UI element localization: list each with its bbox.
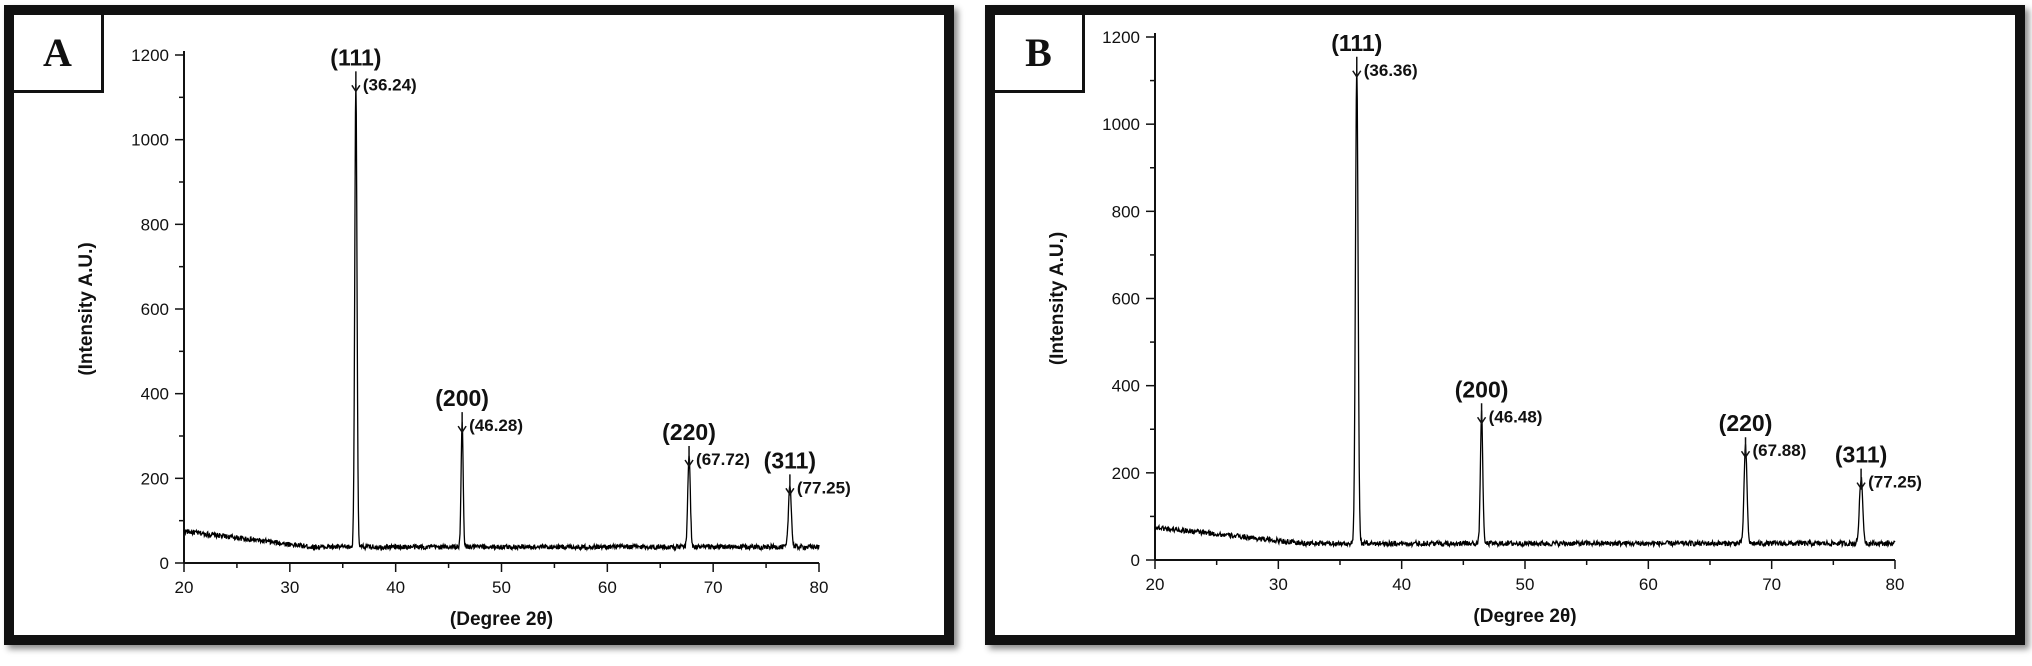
x-tick-label-b: 50 <box>1516 575 1535 594</box>
xrd-panel-a: A 20 30 40 50 60 70 80 0 200 400 600 800 1000 1200 (De… <box>4 5 954 645</box>
y-tick-label-a: 0 <box>160 554 169 573</box>
y-tick-label-b: 1000 <box>1102 115 1140 134</box>
x-tick-label-a: 20 <box>175 578 194 597</box>
peak-hkl-label-b: (200) <box>1455 376 1509 402</box>
y-tick-label-a: 200 <box>141 469 169 488</box>
peak-hkl-label-a: (111) <box>330 44 381 70</box>
peak-hkl-label-a: (220) <box>662 419 716 445</box>
peak-hkl-label-b: (311) <box>1835 442 1887 468</box>
x-tick-label-b: 60 <box>1639 575 1658 594</box>
peak-position-label-b: (67.88) <box>1753 441 1807 460</box>
x-axis-title-b: (Degree 2θ) <box>1473 606 1576 627</box>
xrd-chart-a: 20 30 40 50 60 70 80020040060080010001200(Degr… <box>76 44 851 630</box>
peak-position-label-a: (77.25) <box>797 478 851 497</box>
y-tick-label-a: 400 <box>141 385 169 404</box>
peak-arrowhead-b <box>1476 416 1487 425</box>
peak-arrowhead-b <box>1352 70 1362 79</box>
x-tick-label-b: 80 <box>1886 575 1905 594</box>
xrd-trace-b <box>1154 64 1896 549</box>
peak-hkl-label-b: (111) <box>1331 30 1382 56</box>
x-tick-label-b: 30 <box>1269 575 1288 594</box>
peak-arrowhead-a <box>785 487 795 496</box>
peak-position-label-a: (36.24) <box>363 75 417 94</box>
peak-position-label-a: (67.72) <box>696 450 750 469</box>
xrd-trace-a <box>183 83 820 552</box>
y-tick-label-b: 800 <box>1112 202 1140 221</box>
peak-position-label-a: (46.28) <box>469 416 523 435</box>
peak-hkl-label-a: (311) <box>764 447 816 473</box>
peak-arrowhead-a <box>684 459 694 468</box>
peak-hkl-label-a: (200) <box>435 385 489 411</box>
peak-arrowhead-b <box>1856 482 1866 490</box>
y-tick-label-b: 200 <box>1112 464 1140 483</box>
x-tick-label-a: 50 <box>492 578 511 597</box>
y-tick-label-b: 400 <box>1112 377 1140 396</box>
x-tick-label-a: 30 <box>280 578 299 597</box>
x-tick-label-a: 70 <box>704 578 723 597</box>
x-axis-title-a: (Degree 2θ) <box>450 609 553 630</box>
panel-letter-a: A <box>14 15 104 93</box>
x-tick-label-a: 60 <box>598 578 617 597</box>
y-axis-title-b: (Intensity A.U.) <box>1047 232 1068 365</box>
peak-arrowhead-a <box>351 84 361 93</box>
peak-arrowhead-b <box>1740 450 1751 459</box>
y-tick-label-b: 600 <box>1112 290 1140 309</box>
peak-hkl-label-b: (220) <box>1719 410 1773 436</box>
x-tick-label-a: 80 <box>810 578 829 597</box>
y-tick-label-a: 1200 <box>131 46 169 65</box>
peak-position-label-b: (36.36) <box>1364 61 1418 80</box>
xrd-chart-b: 20 30 40 50 60 70 80020040060080010001200(Degr… <box>1047 28 1922 627</box>
peak-position-label-b: (46.48) <box>1489 407 1543 426</box>
y-tick-label-b: 1200 <box>1102 28 1140 47</box>
x-tick-label-b: 70 <box>1762 575 1781 594</box>
y-tick-label-a: 600 <box>141 300 169 319</box>
x-tick-label-a: 40 <box>386 578 405 597</box>
y-axis-title-a: (Intensity A.U.) <box>76 242 97 375</box>
x-tick-label-b: 20 <box>1146 575 1165 594</box>
x-tick-label-b: 40 <box>1392 575 1411 594</box>
y-tick-label-a: 800 <box>141 215 169 234</box>
xrd-panel-b: B 20 30 40 50 60 70 80 0 200 400 600 800 1000 1200 (De… <box>985 5 2025 645</box>
y-tick-label-b: 0 <box>1131 551 1140 570</box>
peak-position-label-b: (77.25) <box>1868 473 1922 492</box>
panel-letter-b: B <box>995 15 1085 93</box>
y-tick-label-a: 1000 <box>131 131 169 150</box>
peak-arrowhead-a <box>457 425 467 434</box>
